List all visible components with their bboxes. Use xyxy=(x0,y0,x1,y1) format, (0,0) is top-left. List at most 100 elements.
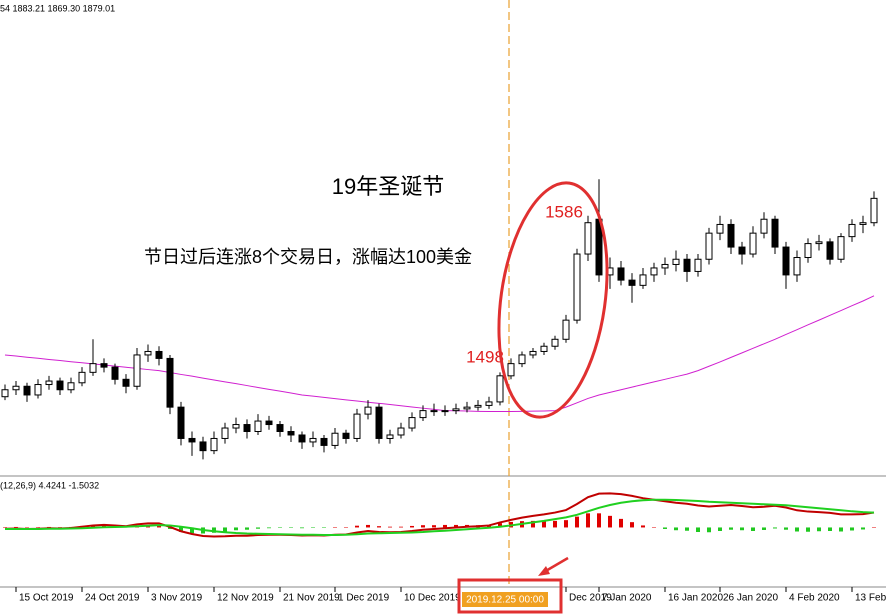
candle-body xyxy=(331,432,339,446)
candle-body xyxy=(859,222,867,225)
candle-body xyxy=(144,350,152,356)
candle-body xyxy=(111,366,119,380)
candle-body xyxy=(815,241,823,245)
candle-body xyxy=(408,417,416,429)
macd-histogram-bar xyxy=(828,527,832,531)
macd-histogram-bar xyxy=(157,525,161,528)
x-tick-label: 3 Nov 2019 xyxy=(151,593,203,604)
macd-histogram-bar xyxy=(806,527,810,532)
macd-histogram-bar xyxy=(586,513,590,528)
candle-body xyxy=(782,246,790,276)
macd-histogram-bar xyxy=(696,527,700,532)
macd-histogram-bar xyxy=(333,527,337,528)
candle-body xyxy=(738,246,746,255)
macd-histogram-bar xyxy=(388,526,392,528)
macd-histogram-bar xyxy=(421,525,425,528)
macd-histogram-bar xyxy=(179,527,183,532)
macd-histogram-bar xyxy=(377,526,381,528)
candle-body xyxy=(683,258,691,272)
candle-body xyxy=(287,431,295,436)
candle-body xyxy=(485,401,493,406)
highlight-ellipse xyxy=(497,181,609,419)
macd-histogram-bar xyxy=(498,523,502,528)
candle-body xyxy=(386,434,394,439)
macd-histogram-bar xyxy=(3,527,7,528)
macd-histogram-bar xyxy=(718,527,722,531)
macd-histogram-bar xyxy=(25,527,29,528)
macd-histogram-bar xyxy=(47,526,51,528)
x-tick-label: 21 Nov 2019 xyxy=(283,593,340,604)
candle-body xyxy=(210,437,218,452)
macd-histogram-bar xyxy=(740,527,744,531)
macd-histogram-bar xyxy=(663,527,667,529)
candle-body xyxy=(276,424,284,433)
candle-body xyxy=(375,406,383,439)
candle-body xyxy=(320,437,328,446)
macd-histogram-bar xyxy=(575,516,579,528)
macd-histogram-bar xyxy=(223,527,227,532)
macd-histogram-bar xyxy=(652,527,656,528)
candle-body xyxy=(540,345,548,352)
candle-body xyxy=(749,232,757,255)
macd-histogram-bar xyxy=(322,527,326,528)
candle-body xyxy=(232,424,240,429)
candle-body xyxy=(562,319,570,340)
cursor-label-bg xyxy=(462,592,548,607)
macd-histogram-bar xyxy=(795,527,799,532)
candle-body xyxy=(529,350,537,356)
highlight-box xyxy=(457,578,563,614)
candle-body xyxy=(727,223,735,248)
annotation: 1498 xyxy=(466,347,504,366)
candle-body xyxy=(177,406,185,439)
x-tick-label: 16 Jan 2020 xyxy=(668,593,723,604)
macd-histogram-bar xyxy=(773,527,777,529)
candle-body xyxy=(67,382,75,391)
candle-body xyxy=(617,267,625,281)
macd-histogram-bar xyxy=(410,525,414,528)
candle-body xyxy=(23,385,31,396)
macd-histogram-bar xyxy=(542,520,546,528)
candle-body xyxy=(672,258,680,265)
candle-body xyxy=(441,410,449,413)
candle-body xyxy=(397,427,405,436)
macd-histogram-bar xyxy=(608,515,612,528)
macd-histogram-bar xyxy=(234,527,238,531)
x-tick-label: 4 Feb 2020 xyxy=(789,593,840,604)
candle-body xyxy=(716,223,724,234)
candle-body xyxy=(353,413,361,439)
candle-body xyxy=(155,350,163,359)
macd-histogram-bar xyxy=(399,526,403,528)
macd-histogram-bar xyxy=(784,527,788,530)
macd-histogram-bar xyxy=(674,527,678,531)
macd-histogram-bar xyxy=(685,527,689,531)
macd-histogram-bar xyxy=(278,527,282,528)
candle-body xyxy=(430,410,438,413)
macd-histogram-bar xyxy=(289,527,293,528)
candle-body xyxy=(1,389,9,398)
candle-body xyxy=(518,354,526,365)
candle-body xyxy=(221,427,229,439)
candle-body xyxy=(309,437,317,443)
macd-histogram-bar xyxy=(190,527,194,534)
macd-histogram-bar xyxy=(443,524,447,528)
macd-histogram-bar xyxy=(817,527,821,532)
x-tick-label: Dec 2019 xyxy=(569,593,612,604)
macd-histogram-bar xyxy=(300,527,304,529)
candle-body xyxy=(573,253,581,321)
x-tick-label: 10 Dec 2019 xyxy=(404,593,461,604)
macd-histogram-bar xyxy=(366,524,370,528)
macd-histogram-bar xyxy=(850,527,854,531)
candle-body xyxy=(804,243,812,259)
candle-body xyxy=(463,406,471,410)
header-text: 54 1883.21 1869.30 1879.01 xyxy=(0,3,115,13)
candle-body xyxy=(243,424,251,433)
candle-body xyxy=(474,404,482,408)
moving-average xyxy=(4,295,875,412)
candle-body xyxy=(496,375,504,403)
candle-body xyxy=(133,354,141,387)
macd-histogram-bar xyxy=(597,513,601,528)
candle-body xyxy=(298,434,306,443)
macd-histogram-bar xyxy=(432,525,436,528)
